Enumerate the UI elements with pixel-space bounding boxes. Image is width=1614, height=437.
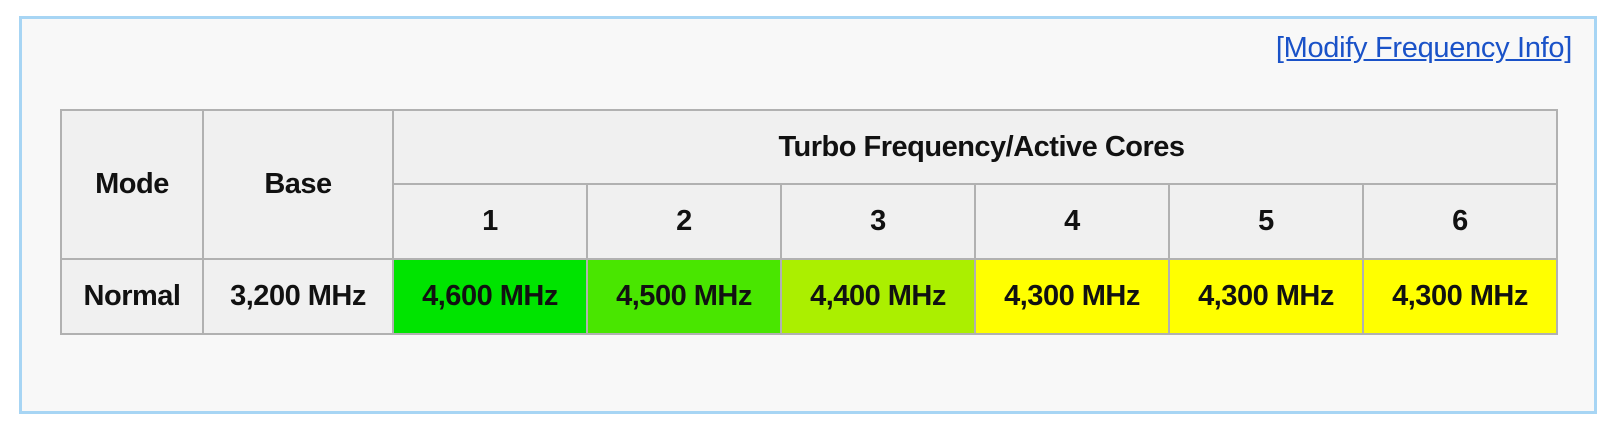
cell-turbo-6core: 4,300 MHz [1362, 258, 1558, 335]
cell-turbo-3core: 4,400 MHz [780, 258, 976, 335]
header-turbo-group: Turbo Frequency/Active Cores [392, 109, 1558, 185]
header-mode: Mode [60, 109, 204, 260]
cell-turbo-5core: 4,300 MHz [1168, 258, 1364, 335]
turbo-frequency-table: Mode Base Turbo Frequency/Active Cores 1… [60, 109, 1558, 335]
cell-mode: Normal [60, 258, 204, 335]
modify-frequency-info-link[interactable]: [Modify Frequency Info] [1275, 32, 1572, 64]
cell-turbo-2core: 4,500 MHz [586, 258, 782, 335]
table-row: Normal 3,200 MHz 4,600 MHz 4,500 MHz 4,4… [60, 258, 1558, 335]
header-base: Base [202, 109, 394, 260]
link-row: [Modify Frequency Info] [22, 19, 1594, 66]
frequency-info-panel: [Modify Frequency Info] Mode Base Turbo … [19, 16, 1597, 414]
header-cores-5: 5 [1168, 183, 1364, 260]
header-cores-3: 3 [780, 183, 976, 260]
cell-turbo-4core: 4,300 MHz [974, 258, 1170, 335]
header-cores-4: 4 [974, 183, 1170, 260]
cell-turbo-1core: 4,600 MHz [392, 258, 588, 335]
header-cores-1: 1 [392, 183, 588, 260]
header-cores-2: 2 [586, 183, 782, 260]
header-cores-6: 6 [1362, 183, 1558, 260]
cell-base-frequency: 3,200 MHz [202, 258, 394, 335]
